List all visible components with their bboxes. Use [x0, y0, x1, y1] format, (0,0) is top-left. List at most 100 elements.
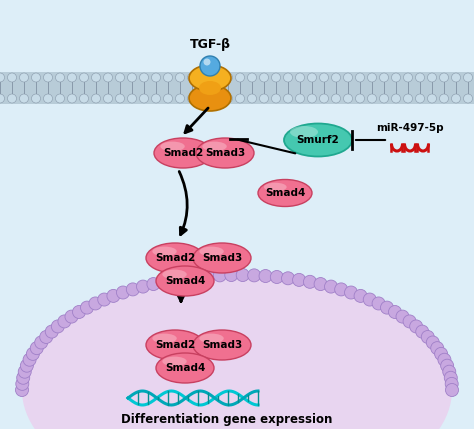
Circle shape [16, 378, 29, 390]
Circle shape [367, 73, 376, 82]
Circle shape [8, 73, 17, 82]
Circle shape [152, 73, 161, 82]
Circle shape [103, 94, 112, 103]
Circle shape [55, 73, 64, 82]
Circle shape [164, 94, 173, 103]
Circle shape [128, 94, 137, 103]
Circle shape [236, 94, 245, 103]
Circle shape [213, 269, 227, 282]
Circle shape [45, 325, 58, 338]
Text: Smad3: Smad3 [202, 340, 242, 350]
Ellipse shape [200, 247, 224, 256]
Circle shape [439, 73, 448, 82]
Circle shape [128, 73, 137, 82]
Circle shape [200, 94, 209, 103]
Ellipse shape [196, 138, 254, 168]
Circle shape [344, 73, 353, 82]
Circle shape [55, 94, 64, 103]
Text: Smad2: Smad2 [155, 340, 195, 350]
Circle shape [292, 273, 306, 287]
Text: Smurf2: Smurf2 [297, 135, 339, 145]
Circle shape [272, 94, 281, 103]
Circle shape [416, 94, 425, 103]
Circle shape [175, 73, 184, 82]
Circle shape [225, 269, 238, 281]
Circle shape [91, 73, 100, 82]
Circle shape [224, 73, 233, 82]
Ellipse shape [152, 247, 177, 256]
Circle shape [354, 290, 367, 302]
Ellipse shape [152, 334, 177, 343]
Circle shape [116, 73, 125, 82]
Circle shape [188, 73, 197, 82]
Ellipse shape [146, 330, 204, 360]
Circle shape [331, 73, 340, 82]
Circle shape [319, 73, 328, 82]
Circle shape [416, 325, 429, 338]
Text: miR-497-5p: miR-497-5p [376, 123, 444, 133]
Circle shape [428, 94, 437, 103]
Circle shape [80, 94, 89, 103]
Ellipse shape [264, 183, 287, 191]
Circle shape [363, 293, 376, 306]
Circle shape [283, 94, 292, 103]
Circle shape [58, 315, 71, 328]
Circle shape [188, 94, 197, 103]
Circle shape [247, 73, 256, 82]
Circle shape [392, 73, 401, 82]
Circle shape [367, 94, 376, 103]
Bar [0, 72, 474, 104]
Text: Smad4: Smad4 [165, 276, 205, 286]
Circle shape [8, 94, 17, 103]
Circle shape [428, 73, 437, 82]
Ellipse shape [156, 353, 214, 383]
Circle shape [403, 73, 412, 82]
Circle shape [81, 301, 93, 314]
Circle shape [325, 280, 337, 293]
Circle shape [236, 269, 249, 281]
Ellipse shape [284, 124, 352, 157]
Circle shape [356, 94, 365, 103]
Circle shape [380, 94, 389, 103]
Circle shape [464, 94, 473, 103]
Text: TGF-β: TGF-β [190, 38, 230, 51]
Circle shape [259, 94, 268, 103]
Circle shape [331, 94, 340, 103]
Circle shape [164, 73, 173, 82]
Circle shape [44, 94, 53, 103]
Circle shape [396, 310, 409, 323]
Circle shape [19, 94, 28, 103]
Circle shape [175, 94, 184, 103]
Ellipse shape [199, 81, 221, 95]
Circle shape [117, 286, 129, 299]
Circle shape [247, 94, 256, 103]
Text: Smad3: Smad3 [205, 148, 245, 158]
Text: Smad2: Smad2 [163, 148, 203, 158]
Circle shape [211, 73, 220, 82]
Ellipse shape [154, 138, 212, 168]
Ellipse shape [193, 243, 251, 273]
Circle shape [23, 353, 36, 366]
Circle shape [416, 73, 425, 82]
Circle shape [308, 73, 317, 82]
Circle shape [431, 341, 444, 355]
Circle shape [31, 94, 40, 103]
Circle shape [191, 271, 204, 284]
Ellipse shape [22, 275, 452, 429]
Circle shape [44, 73, 53, 82]
Text: Differentiation gene expression: Differentiation gene expression [121, 414, 333, 426]
Circle shape [200, 73, 209, 82]
Circle shape [421, 330, 434, 344]
Circle shape [426, 336, 439, 349]
Circle shape [168, 273, 182, 287]
Circle shape [80, 73, 89, 82]
Circle shape [67, 73, 76, 82]
Circle shape [403, 315, 416, 328]
Circle shape [211, 94, 220, 103]
Circle shape [116, 94, 125, 103]
Circle shape [17, 371, 30, 384]
Circle shape [372, 297, 385, 310]
Circle shape [147, 278, 160, 290]
Circle shape [439, 94, 448, 103]
Ellipse shape [258, 179, 312, 206]
